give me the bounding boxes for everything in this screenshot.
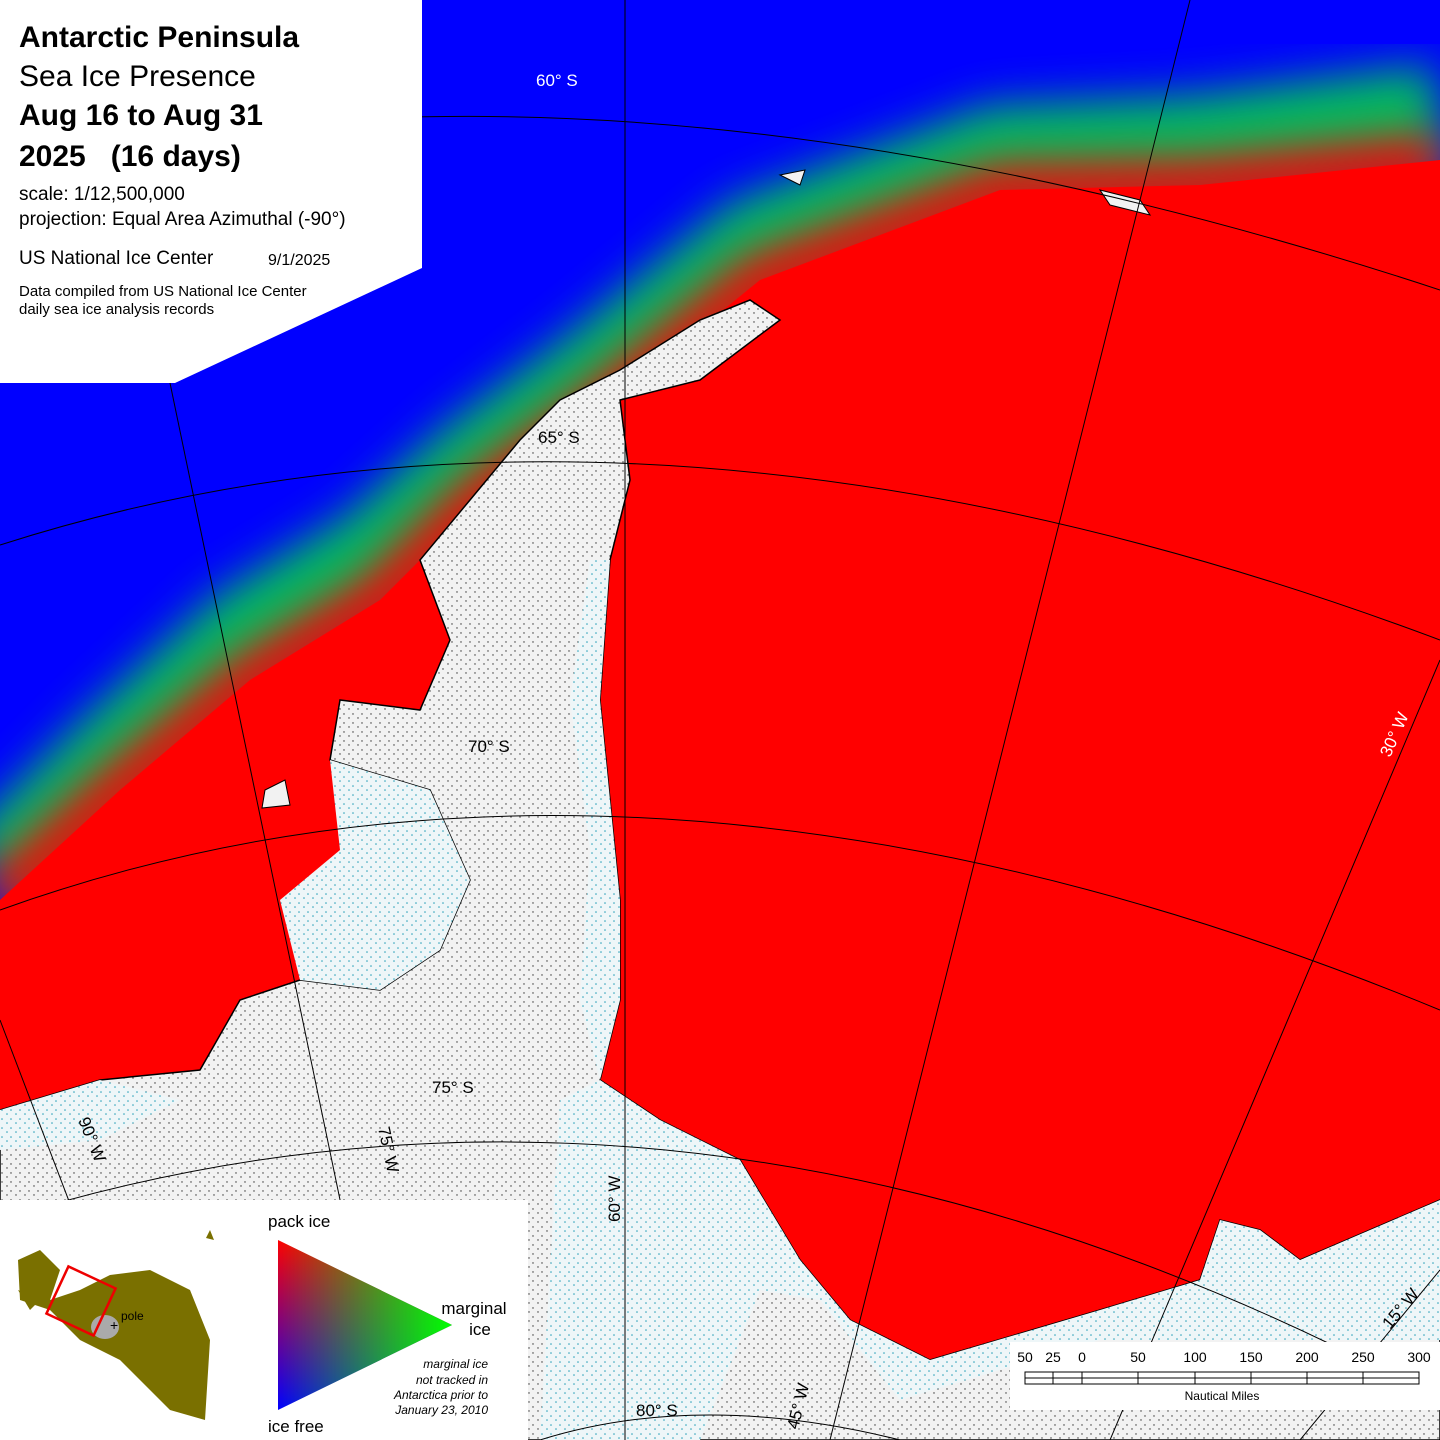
title: Antarctic Peninsula: [19, 21, 299, 54]
parallel: [539, 1414, 901, 1440]
parallel: [0, 461, 1440, 641]
legend-top: pack ice: [268, 1212, 330, 1231]
ice-shelf: [0, 1080, 180, 1150]
inset-islands: [18, 1230, 214, 1310]
scale-label: 250: [1351, 1349, 1375, 1365]
lat-label: 70° S: [468, 737, 510, 756]
inset-plus: +: [110, 1317, 118, 1333]
scale-segment: [1362, 1377, 1420, 1385]
legend-note: January 23, 2010: [394, 1403, 488, 1417]
lat-label: 65° S: [538, 428, 580, 447]
scale-label: 300: [1407, 1349, 1431, 1365]
scale-segment: [1306, 1371, 1364, 1379]
scale: scale: 1/12,500,000: [19, 184, 185, 205]
scale-segment: [1137, 1377, 1196, 1385]
islands: [261, 169, 1152, 809]
legend-note: marginal ice: [423, 1357, 488, 1371]
scale-label: 200: [1295, 1349, 1319, 1365]
scale-segment: [1194, 1371, 1252, 1379]
legend-right: ice: [469, 1320, 491, 1339]
ice-shelf: [280, 760, 470, 990]
source: daily sea ice analysis records: [19, 301, 214, 318]
legend-note: Antarctica prior to: [393, 1388, 488, 1402]
meridian: [829, 0, 1191, 1440]
inset-pole-area: [91, 1315, 119, 1339]
lat-label: 60° S: [536, 71, 578, 90]
scale-label: 25: [1045, 1349, 1061, 1365]
parallel: [0, 815, 1440, 1011]
header-box: [0, 0, 422, 383]
scale-segment: [1052, 1377, 1083, 1385]
scale-label: 100: [1183, 1349, 1207, 1365]
period: Aug 16 to Aug 31: [19, 99, 263, 132]
agency: US National Ice Center: [19, 248, 214, 269]
legend-note: not tracked in: [416, 1373, 488, 1387]
parallel: [0, 1141, 1440, 1401]
scale-segment: [1081, 1371, 1139, 1379]
scale-unit: Nautical Miles: [1185, 1389, 1260, 1403]
projection: projection: Equal Area Azimuthal (-90°): [19, 209, 346, 230]
inset-label: pole: [121, 1309, 144, 1323]
scale-label: 150: [1239, 1349, 1263, 1365]
ice-shelf: [570, 560, 620, 1080]
source: Data compiled from US National Ice Cente…: [19, 283, 307, 300]
legend-right: marginal: [441, 1299, 506, 1318]
scale-label: 50: [1130, 1349, 1146, 1365]
lon-label: 60° W: [605, 1176, 624, 1222]
legend-bottom: ice free: [268, 1417, 324, 1436]
scale-label: 50: [1017, 1349, 1033, 1365]
inset-extent: [44, 1264, 118, 1338]
date: 9/1/2025: [268, 252, 330, 269]
scale-segment: [1250, 1377, 1308, 1385]
meridian: [1109, 659, 1440, 1440]
ice-shelf: [540, 1080, 1440, 1440]
lat-label: 75° S: [432, 1078, 474, 1097]
legend-triangle-overlay: [278, 1240, 452, 1410]
scale-segment: [1024, 1371, 1054, 1379]
scale-bar: 50 25 0 50 100 150 200 250 300: [1017, 1349, 1431, 1385]
scale-label: 0: [1078, 1349, 1086, 1365]
lat-label: 80° S: [636, 1401, 678, 1420]
year: 2025 (16 days): [19, 140, 241, 173]
subtitle: Sea Ice Presence: [19, 60, 256, 93]
